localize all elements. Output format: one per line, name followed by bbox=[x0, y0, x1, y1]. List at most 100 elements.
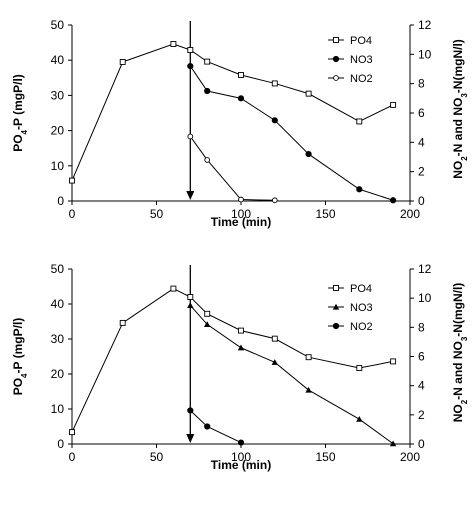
series-line-po4 bbox=[71, 43, 394, 181]
data-point-po4 bbox=[390, 101, 397, 108]
legend-marker-no2 bbox=[333, 75, 339, 81]
right-y-tick-label: 0 bbox=[418, 437, 425, 451]
right-y-tick-label: 12 bbox=[418, 262, 432, 276]
x-tick-label: 50 bbox=[150, 207, 164, 221]
legend-label-no3: NO3 bbox=[350, 302, 373, 314]
x-tick-label: 150 bbox=[315, 450, 335, 464]
left-y-tick-label: 10 bbox=[51, 159, 65, 173]
data-point-no3 bbox=[204, 87, 211, 95]
series-line-no3 bbox=[189, 65, 394, 201]
data-point-po4 bbox=[305, 90, 312, 97]
right-y-axis-title: NO2-N and NO3-N(mgN/l) bbox=[451, 39, 469, 179]
data-point-no3 bbox=[390, 197, 397, 204]
data-point-po4 bbox=[119, 319, 126, 326]
x-tick-label: 100 bbox=[231, 450, 251, 464]
legend-marker-po4 bbox=[333, 285, 339, 291]
data-point-no3 bbox=[237, 344, 245, 351]
legend-label-no3: NO3 bbox=[350, 54, 373, 66]
legend-marker-no3 bbox=[332, 55, 340, 63]
data-point-po4 bbox=[119, 59, 126, 65]
left-y-tick-label: 30 bbox=[51, 332, 65, 346]
legend-marker-no2 bbox=[332, 322, 340, 330]
data-point-po4 bbox=[271, 335, 278, 342]
series-no3 bbox=[187, 62, 397, 204]
left-y-tick-label: 20 bbox=[51, 367, 65, 381]
right-y-tick-label: 2 bbox=[418, 408, 425, 422]
left-y-tick-label: 40 bbox=[51, 297, 65, 311]
data-point-po4 bbox=[187, 294, 194, 300]
legend-label-po4: PO4 bbox=[350, 283, 372, 295]
right-y-tick-label: 2 bbox=[418, 165, 425, 179]
series-no2 bbox=[187, 407, 245, 446]
addition-arrow-head bbox=[186, 434, 195, 443]
left-y-tick-label: 30 bbox=[51, 88, 65, 102]
right-y-tick-label: 8 bbox=[418, 77, 425, 91]
x-tick-label: 200 bbox=[400, 450, 420, 464]
data-point-no2 bbox=[237, 439, 245, 446]
data-point-po4 bbox=[170, 41, 177, 47]
x-tick-label: 50 bbox=[150, 450, 164, 464]
x-tick-label: 150 bbox=[315, 207, 335, 221]
left-y-tick-label: 20 bbox=[51, 124, 65, 138]
x-tick-label: 0 bbox=[69, 207, 76, 221]
left-y-tick-label: 50 bbox=[51, 18, 65, 32]
data-point-no3 bbox=[305, 386, 312, 393]
data-point-po4 bbox=[238, 72, 244, 78]
right-y-tick-label: 8 bbox=[418, 320, 425, 334]
legend-marker-po4 bbox=[333, 37, 339, 43]
data-point-po4 bbox=[187, 47, 194, 53]
right-y-tick-label: 12 bbox=[418, 18, 432, 32]
data-point-po4 bbox=[271, 80, 278, 87]
data-point-po4 bbox=[238, 327, 244, 334]
legend-label-no2: NO2 bbox=[350, 73, 373, 85]
data-point-no2 bbox=[187, 133, 194, 140]
right-y-tick-label: 4 bbox=[418, 379, 425, 393]
right-y-tick-label: 6 bbox=[418, 106, 425, 120]
data-point-po4 bbox=[170, 285, 177, 292]
x-tick-label: 100 bbox=[231, 207, 251, 221]
data-point-no3 bbox=[389, 440, 397, 447]
data-point-po4 bbox=[204, 58, 211, 65]
data-point-no2 bbox=[238, 196, 244, 203]
x-tick-label: 0 bbox=[69, 450, 76, 464]
data-point-no2 bbox=[204, 157, 211, 163]
data-point-po4 bbox=[305, 354, 312, 361]
right-y-axis-title: NO2-N and NO3-N(mgN/l) bbox=[451, 283, 469, 423]
x-axis-title: Time (min) bbox=[211, 458, 271, 472]
addition-arrow-head bbox=[186, 191, 195, 200]
data-point-po4 bbox=[356, 118, 363, 125]
data-point-no3 bbox=[204, 321, 211, 328]
left-y-tick-label: 0 bbox=[57, 437, 64, 451]
data-point-no2 bbox=[187, 407, 194, 414]
data-point-no3 bbox=[187, 62, 194, 70]
left-y-tick-label: 0 bbox=[57, 194, 64, 208]
series-line-no2 bbox=[189, 136, 275, 201]
data-point-no2 bbox=[271, 197, 278, 204]
legend: PO4 NO3 NO2 bbox=[328, 35, 373, 85]
data-point-po4 bbox=[69, 177, 75, 184]
series-po4 bbox=[69, 41, 397, 184]
series-no2 bbox=[187, 133, 278, 204]
data-point-no3 bbox=[356, 416, 363, 422]
right-y-tick-label: 10 bbox=[418, 47, 432, 61]
data-point-no3 bbox=[271, 359, 278, 365]
right-y-tick-label: 6 bbox=[418, 350, 425, 364]
x-axis-title: Time (min) bbox=[211, 215, 271, 229]
x-tick-label: 200 bbox=[400, 207, 420, 221]
data-point-no3 bbox=[356, 186, 363, 193]
data-point-po4 bbox=[390, 358, 397, 365]
left-y-tick-label: 50 bbox=[51, 262, 65, 276]
right-y-tick-label: 0 bbox=[418, 194, 425, 208]
data-point-po4 bbox=[69, 429, 75, 436]
legend-label-no2: NO2 bbox=[350, 321, 373, 333]
right-y-tick-label: 4 bbox=[418, 135, 425, 149]
legend-marker-no3 bbox=[332, 303, 340, 310]
data-point-no3 bbox=[305, 150, 312, 158]
right-y-tick-label: 10 bbox=[418, 291, 432, 305]
data-point-no3 bbox=[237, 95, 245, 102]
series-po4 bbox=[69, 285, 397, 436]
legend-label-po4: PO4 bbox=[350, 35, 372, 47]
